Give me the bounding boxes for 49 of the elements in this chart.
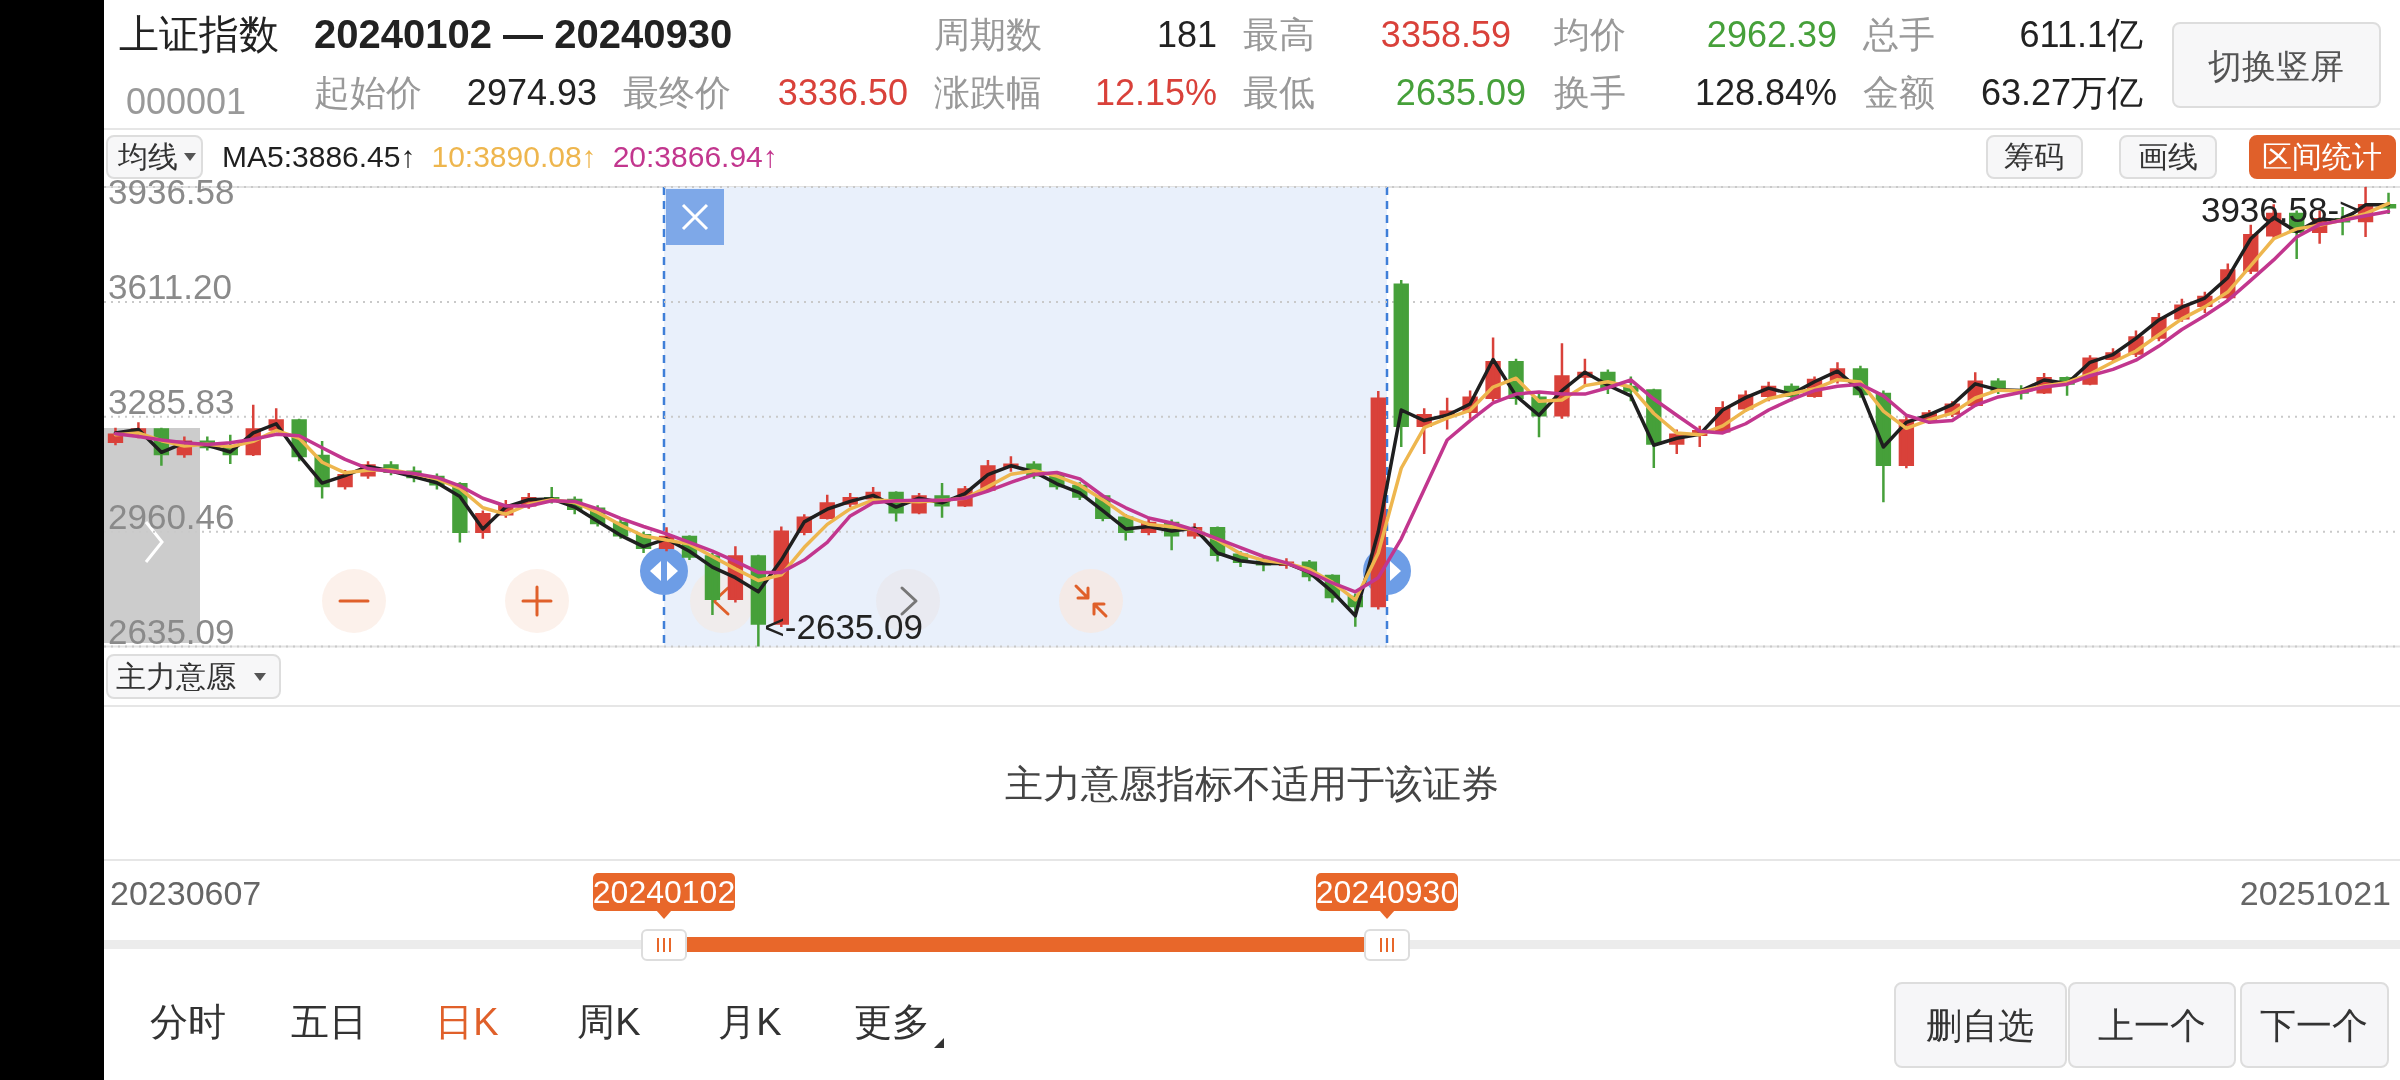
text: 20251021: [2239, 874, 2391, 912]
button: 上一个: [2068, 982, 2236, 1068]
text: 20240102 — 20240930: [314, 12, 733, 56]
text: 均价: [1553, 14, 1626, 55]
text: 63.27万亿: [1980, 72, 2143, 113]
text: 上证指数: [119, 12, 279, 56]
y-tick-label: 2960.46: [108, 496, 235, 536]
button: 区间统计: [2249, 135, 2396, 179]
text: 总手: [1862, 14, 1935, 55]
button: 切换竖屏: [2172, 22, 2381, 108]
text: 000001: [126, 81, 247, 122]
text: 20:3866.94↑: [612, 140, 778, 173]
text: 起始价: [314, 72, 422, 113]
text: 181: [1156, 14, 1217, 55]
text: 周K: [577, 1001, 641, 1043]
text: 五日: [291, 1001, 367, 1043]
annotation: <-2635.09: [764, 606, 923, 646]
button: 均线: [106, 135, 203, 179]
button: 主力意愿: [106, 654, 281, 699]
text: 金额: [1863, 72, 1935, 113]
text: 2962.39: [1706, 14, 1837, 55]
text: 12.15%: [1094, 72, 1217, 113]
button: 筹码: [1986, 135, 2083, 179]
text: 周期数: [934, 14, 1042, 55]
text: 换手: [1554, 72, 1626, 113]
text: 最终价: [623, 72, 731, 113]
text: 主力意愿指标不适用于该证券: [1005, 763, 1499, 805]
text: 128.84%: [1694, 72, 1837, 113]
y-tick-label: 3611.20: [108, 266, 232, 306]
y-tick-label: 3285.83: [108, 381, 235, 421]
text: 611.1亿: [2019, 14, 2143, 55]
text: 分时: [150, 1001, 226, 1043]
text: 涨跌幅: [934, 72, 1042, 113]
text: 20230607: [110, 874, 262, 912]
text: 最高: [1243, 14, 1315, 55]
text: 3336.50: [777, 72, 908, 113]
text: 更多: [854, 1001, 930, 1043]
button: 下一个: [2240, 982, 2389, 1068]
text: 3358.59: [1380, 14, 1511, 55]
button: 删自选: [1894, 982, 2067, 1068]
text: 2635.09: [1395, 72, 1526, 113]
y-tick-label: 2635.09: [108, 611, 235, 651]
text: 2974.93: [466, 72, 597, 113]
button: 画线: [2119, 135, 2217, 179]
text: 日K: [435, 1001, 499, 1043]
text: 月K: [718, 1001, 782, 1043]
text: 最低: [1243, 72, 1315, 113]
text: 10:3890.08↑: [431, 140, 597, 173]
text: MA5:3886.45↑: [222, 140, 416, 173]
